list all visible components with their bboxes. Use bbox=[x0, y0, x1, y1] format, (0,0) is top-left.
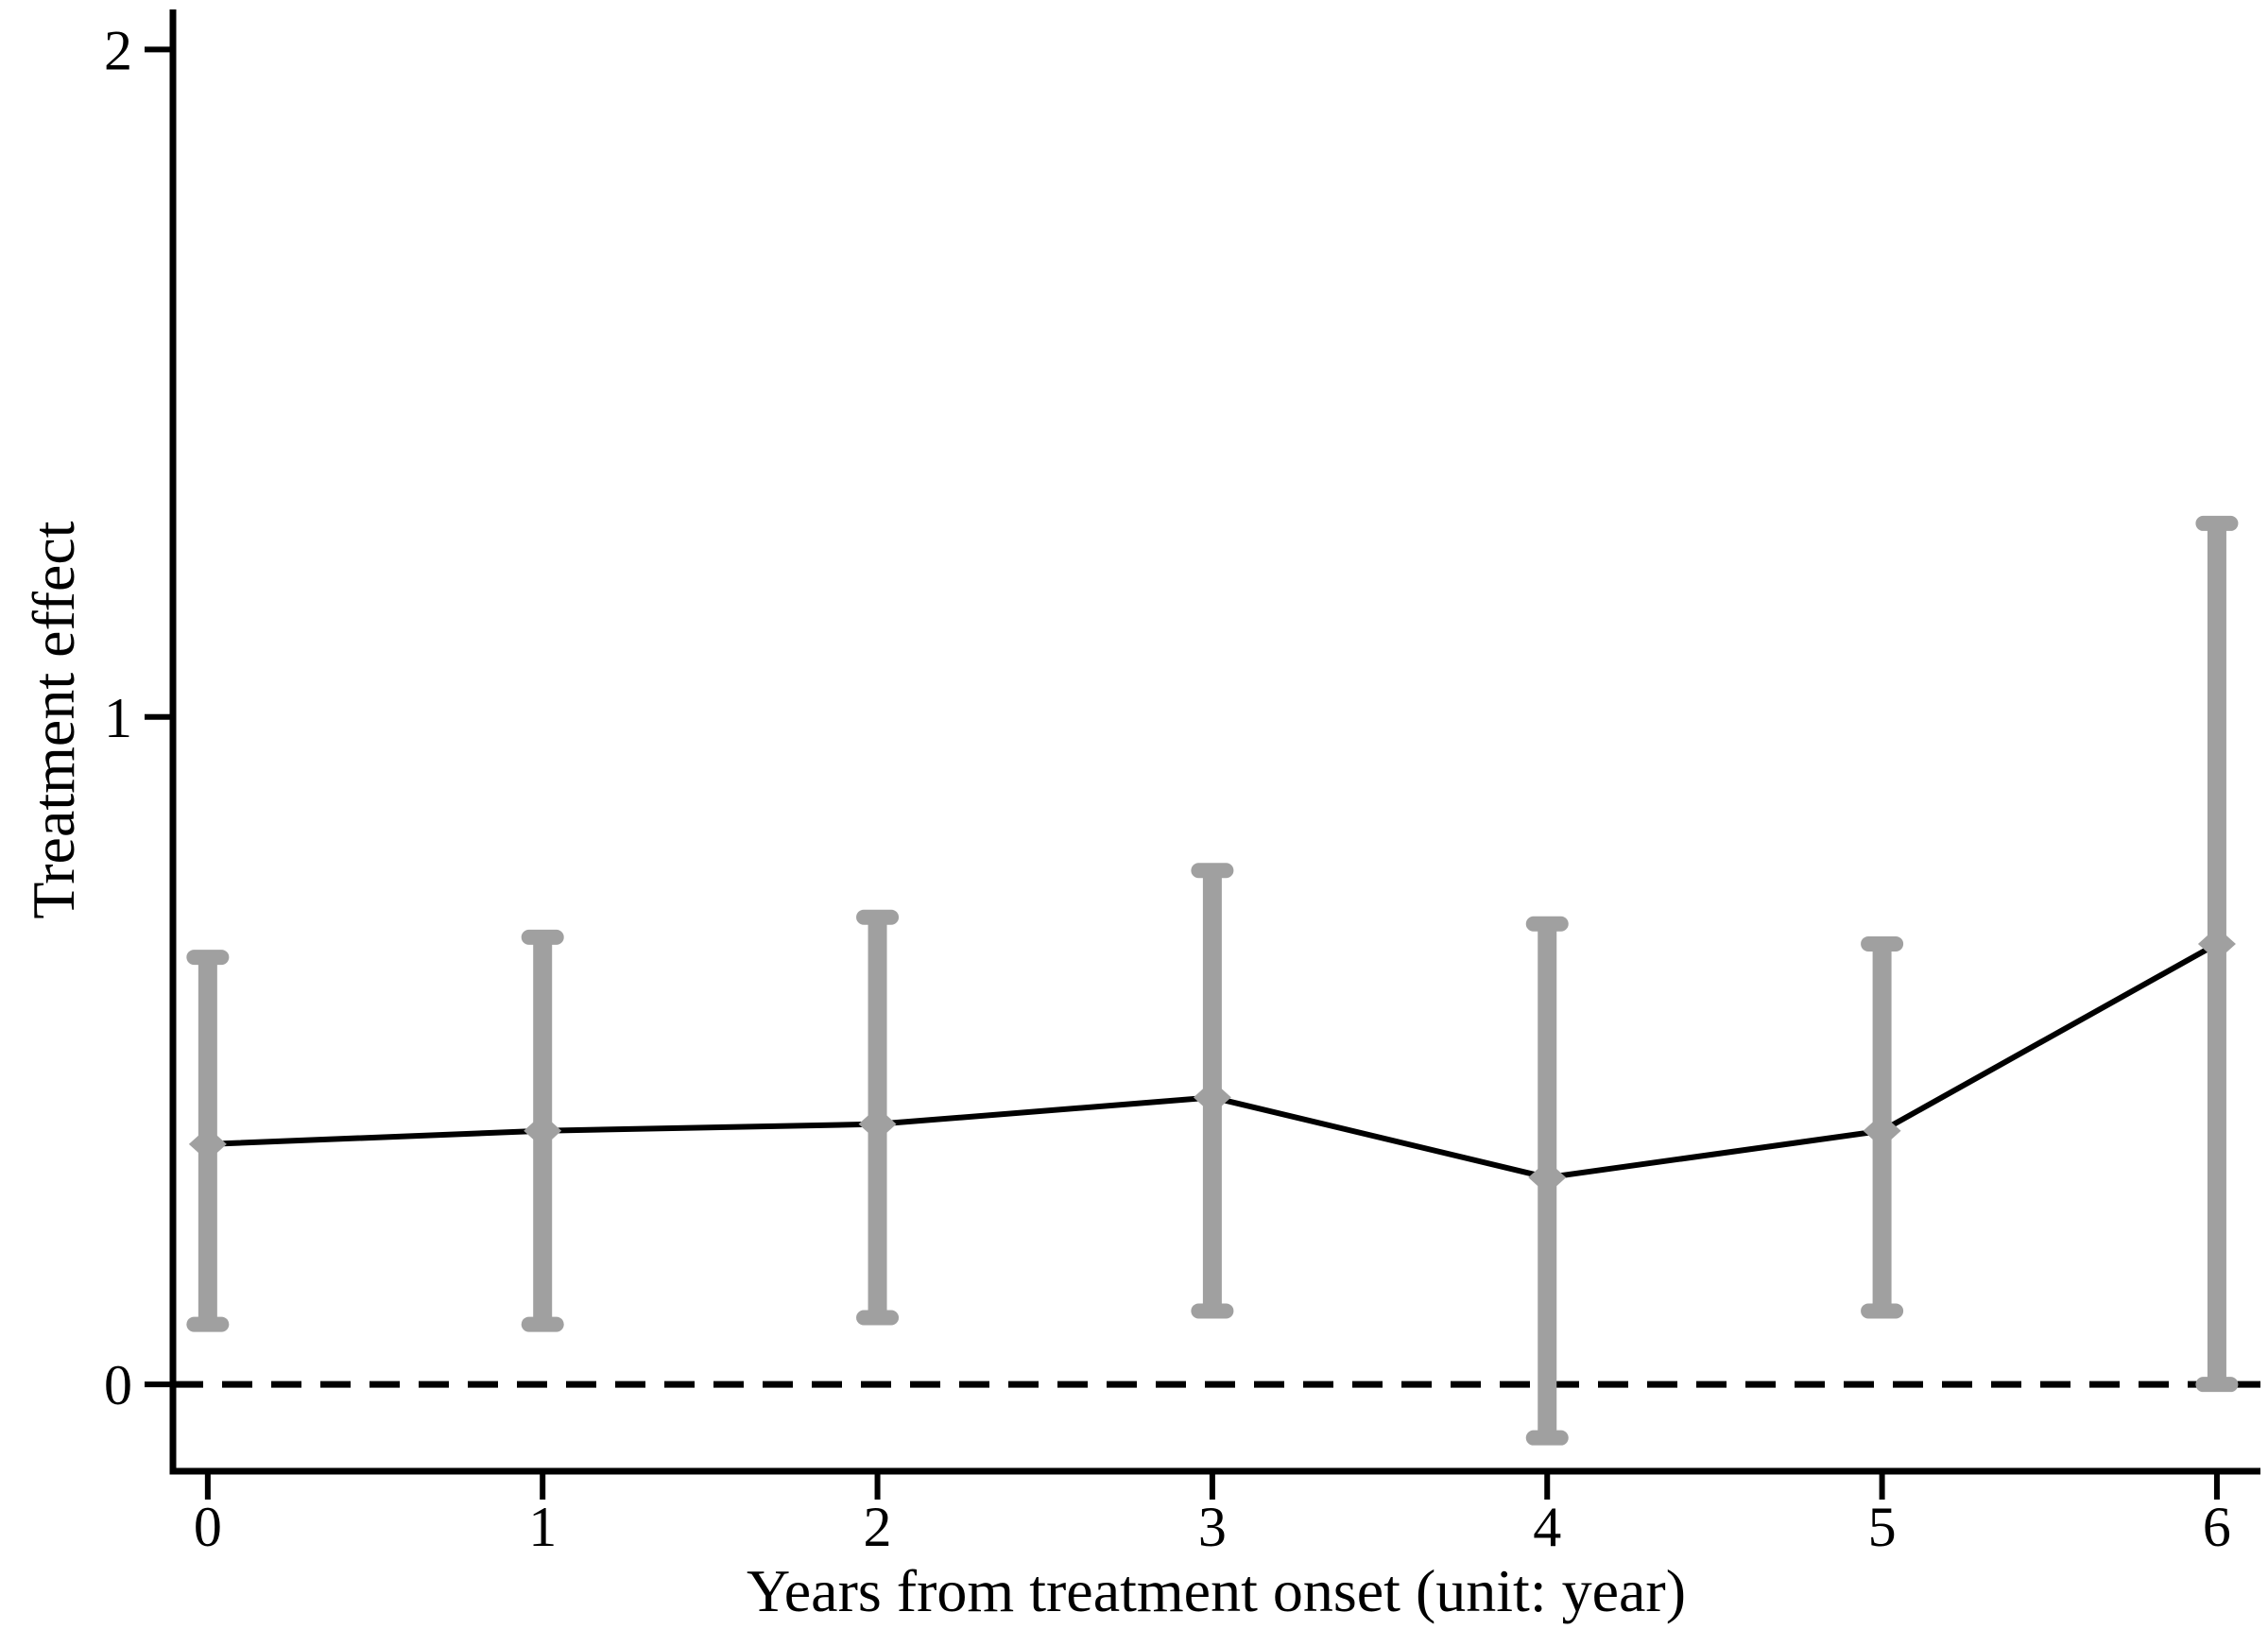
x-tick-label: 6 bbox=[2203, 1496, 2231, 1558]
x-tick-label: 2 bbox=[864, 1496, 892, 1558]
x-tick-label: 3 bbox=[1198, 1496, 1227, 1558]
diamond-marker bbox=[858, 1106, 897, 1141]
diamond-marker bbox=[188, 1126, 227, 1161]
diamond-marker bbox=[524, 1113, 562, 1148]
y-tick-label: 1 bbox=[104, 687, 132, 749]
diamond-marker bbox=[1193, 1080, 1231, 1115]
x-tick-label: 5 bbox=[1868, 1496, 1897, 1558]
y-tick-label: 2 bbox=[104, 19, 132, 81]
diamond-marker bbox=[1863, 1113, 1901, 1148]
y-tick-label: 0 bbox=[104, 1354, 132, 1416]
diamond-marker bbox=[2197, 926, 2236, 961]
x-tick-label: 1 bbox=[528, 1496, 557, 1558]
x-axis-title: Years from treatment onset (unit: year) bbox=[746, 1557, 1687, 1624]
x-tick-label: 4 bbox=[1533, 1496, 1561, 1558]
diamond-marker bbox=[1528, 1160, 1567, 1195]
x-tick-label: 0 bbox=[194, 1496, 222, 1558]
y-axis-title: Treatment effect bbox=[20, 521, 87, 919]
